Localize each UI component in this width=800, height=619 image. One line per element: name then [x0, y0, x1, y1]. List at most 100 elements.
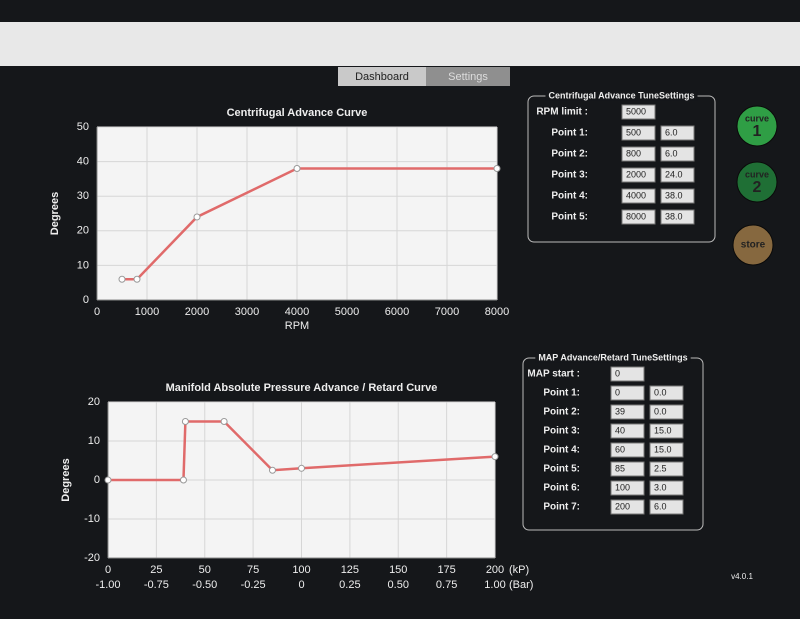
y-axis-label: Degrees	[60, 458, 72, 501]
button-number[interactable]: 1	[753, 123, 762, 140]
curve-point[interactable]	[133, 275, 141, 283]
input-value[interactable]: 5000	[626, 106, 646, 116]
setting-label: Point 1:	[551, 128, 588, 139]
tab[interactable]	[338, 67, 426, 86]
x2-tick-label: 0.25	[339, 579, 360, 591]
input-field[interactable]	[610, 480, 645, 496]
setting-label: Point 6:	[543, 483, 580, 494]
input-field[interactable]	[621, 188, 656, 204]
input-value[interactable]: 2.5	[654, 463, 667, 473]
input-value[interactable]: 60	[615, 444, 625, 454]
input-field[interactable]	[649, 404, 684, 420]
input-field[interactable]	[610, 385, 645, 401]
input-field[interactable]	[649, 499, 684, 515]
button-label[interactable]: curve	[745, 113, 769, 123]
input-value[interactable]: 3.0	[654, 482, 667, 492]
button-label[interactable]: store	[741, 240, 766, 251]
input-field[interactable]	[649, 480, 684, 496]
input-value[interactable]: 40	[615, 425, 625, 435]
curve-point[interactable]	[193, 213, 201, 221]
input-value[interactable]: 0	[615, 368, 620, 378]
input-value[interactable]: 39	[615, 406, 625, 416]
x-tick-label: 5000	[335, 306, 359, 318]
input-value[interactable]: 6.0	[654, 501, 667, 511]
x-tick-label: 75	[247, 564, 259, 576]
input-field[interactable]	[610, 499, 645, 515]
input-field[interactable]	[610, 461, 645, 477]
x-tick-label: 2000	[185, 306, 209, 318]
input-field[interactable]	[660, 167, 695, 183]
tab[interactable]	[426, 67, 510, 86]
tab-label[interactable]: Settings	[448, 71, 488, 83]
input-field[interactable]	[610, 442, 645, 458]
input-value[interactable]: 2000	[626, 169, 646, 179]
button-label[interactable]: curve	[745, 169, 769, 179]
curve-point[interactable]	[493, 165, 501, 173]
input-field[interactable]	[649, 385, 684, 401]
curve-point[interactable]	[491, 453, 499, 461]
curve-point[interactable]	[220, 418, 228, 425]
input-value[interactable]: 38.0	[665, 190, 683, 200]
setting-label: Point 5:	[551, 212, 588, 223]
input-field[interactable]	[660, 209, 695, 225]
setting-label: Point 2:	[543, 407, 580, 418]
input-value[interactable]: 0	[615, 387, 620, 397]
input-field[interactable]	[660, 146, 695, 162]
setting-label: Point 2:	[551, 149, 588, 160]
input-value[interactable]: 85	[615, 463, 625, 473]
x-tick-label: 125	[341, 564, 359, 576]
input-value[interactable]: 100	[615, 482, 630, 492]
button[interactable]	[736, 105, 778, 147]
input-value[interactable]: 6.0	[665, 127, 678, 137]
input-field[interactable]	[621, 146, 656, 162]
x-tick-label: 4000	[285, 306, 309, 318]
input-value[interactable]: 38.0	[665, 211, 683, 221]
input-field[interactable]	[621, 167, 656, 183]
input-field[interactable]	[660, 125, 695, 141]
input-value[interactable]: 0.0	[654, 406, 667, 416]
input-field[interactable]	[610, 366, 645, 382]
x-tick-label: 0	[94, 306, 100, 318]
curve-point[interactable]	[104, 476, 112, 484]
panel-title-bg	[535, 352, 691, 363]
y-tick-label: 30	[77, 190, 89, 202]
input-field[interactable]	[621, 125, 656, 141]
curve-point[interactable]	[181, 418, 189, 425]
input-field[interactable]	[610, 423, 645, 439]
x2-axis-label: (Bar)	[509, 579, 533, 591]
input-field[interactable]	[610, 404, 645, 420]
input-value[interactable]: 15.0	[654, 425, 672, 435]
setting-label: Point 1:	[543, 388, 580, 399]
input-field[interactable]	[660, 188, 695, 204]
input-value[interactable]: 15.0	[654, 444, 672, 454]
setting-label: Point 3:	[543, 426, 580, 437]
curve-point[interactable]	[298, 464, 305, 472]
curve-point[interactable]	[293, 165, 301, 173]
input-field[interactable]	[621, 104, 656, 120]
input-field[interactable]	[649, 442, 684, 458]
x2-tick-label: -1.00	[95, 579, 120, 591]
y-tick-label: 0	[83, 294, 89, 306]
input-value[interactable]: 800	[626, 148, 641, 158]
input-value[interactable]: 8000	[626, 211, 646, 221]
x-tick-label: 175	[437, 564, 455, 576]
y-tick-label: 40	[77, 156, 89, 168]
input-field[interactable]	[621, 209, 656, 225]
input-value[interactable]: 24.0	[665, 169, 683, 179]
input-value[interactable]: 200	[615, 501, 630, 511]
input-field[interactable]	[649, 461, 684, 477]
input-value[interactable]: 4000	[626, 190, 646, 200]
button-number[interactable]: 2	[753, 179, 762, 196]
tab-label[interactable]: Dashboard	[355, 71, 409, 83]
input-value[interactable]: 500	[626, 127, 641, 137]
input-field[interactable]	[649, 423, 684, 439]
x2-tick-label: 0	[298, 579, 304, 591]
curve-point[interactable]	[118, 275, 126, 283]
curve-point[interactable]	[268, 466, 276, 474]
input-value[interactable]: 0.0	[654, 387, 667, 397]
button[interactable]	[736, 161, 778, 203]
curve-point[interactable]	[179, 476, 187, 484]
button[interactable]	[732, 224, 774, 266]
input-value[interactable]: 6.0	[665, 148, 678, 158]
